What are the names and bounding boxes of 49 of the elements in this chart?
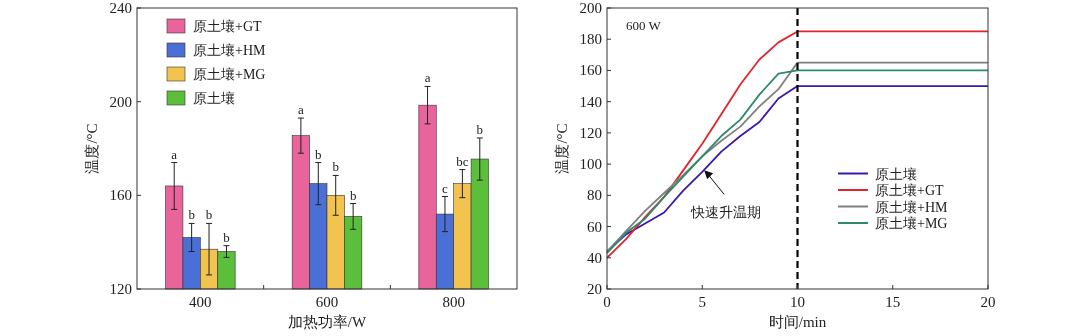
y-tick-label: 80: [587, 187, 602, 204]
annotation: 600 W: [626, 18, 662, 33]
x-tick-label: 600: [315, 294, 339, 310]
x-tick-label: 800: [442, 294, 465, 310]
legend-label: 原土壤+GT: [193, 19, 263, 34]
legend-label: 原土壤+MG: [875, 216, 948, 231]
data-label: b: [188, 207, 195, 223]
legend-label: 原土壤: [875, 166, 917, 182]
x-tick-label: 15: [885, 294, 901, 310]
y-tick-label: 100: [579, 156, 602, 173]
x-tick-label: 5: [698, 294, 706, 310]
x-tick-label: 0: [603, 294, 611, 310]
data-label: b: [223, 229, 230, 245]
legend-label: 原土壤+GT: [875, 183, 945, 198]
line-series: [606, 30, 989, 259]
y-axis-title: 温度/°C: [84, 123, 100, 174]
data-label: b: [476, 121, 484, 137]
y-axis-title: 温度/°C: [554, 123, 570, 174]
y-tick-label: 200: [579, 0, 602, 16]
data-label: b: [315, 146, 322, 162]
data-label: a: [171, 146, 178, 162]
data-label: a: [424, 70, 431, 86]
data-label: c: [442, 180, 449, 196]
legend-label: 原土壤+HM: [875, 199, 949, 215]
y-tick-label: 160: [109, 187, 132, 204]
data-label: b: [349, 187, 357, 203]
y-tick-label: 40: [587, 249, 602, 266]
y-tick-label: 120: [109, 281, 132, 297]
y-tick-label: 180: [579, 31, 602, 48]
legend-label: 原土壤+HM: [193, 43, 267, 58]
y-tick-label: 200: [109, 93, 132, 110]
data-label: b: [205, 207, 213, 223]
y-tick-label: 20: [587, 281, 602, 297]
annotation: 快速升温期: [690, 205, 762, 221]
data-label: a: [297, 102, 304, 118]
x-axis-title: 加热功率/W: [287, 314, 367, 330]
x-tick-label: 20: [980, 294, 996, 310]
y-tick-label: 60: [587, 218, 602, 235]
legend-label: 原土壤: [193, 91, 235, 106]
y-tick-label: 120: [579, 124, 602, 141]
data-label: b: [332, 159, 339, 175]
data-label: bc: [456, 153, 469, 169]
y-tick-label: 240: [109, 0, 132, 16]
legend-label: 原土壤+MG: [193, 67, 266, 82]
y-tick-label: 140: [579, 93, 602, 110]
y-tick-label: 160: [579, 62, 602, 79]
x-axis-title: 时间/min: [768, 314, 827, 330]
x-tick-label: 400: [189, 294, 212, 310]
x-tick-label: 10: [790, 294, 805, 310]
